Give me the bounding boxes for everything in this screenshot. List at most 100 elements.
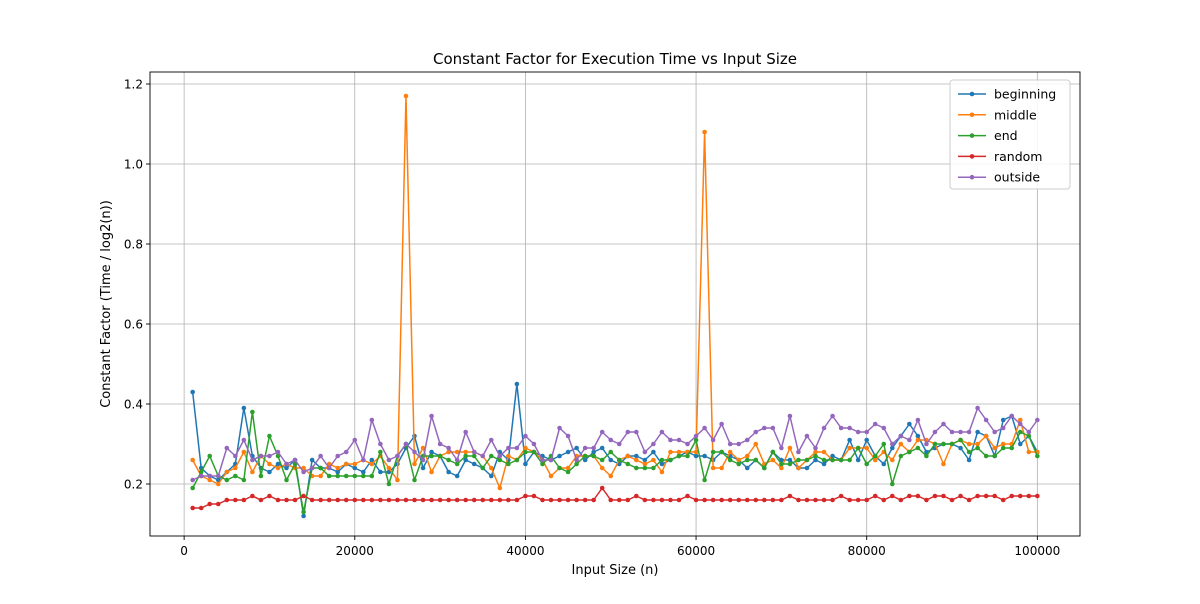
data-point-middle — [813, 449, 818, 455]
data-point-end — [898, 453, 904, 459]
data-point-end — [1017, 429, 1023, 435]
data-point-end — [497, 457, 503, 463]
data-point-middle — [463, 449, 468, 455]
data-point-beginning — [651, 449, 656, 455]
x-tick-label: 100000 — [1014, 544, 1060, 558]
data-point-end — [830, 457, 835, 463]
data-point-outside — [651, 441, 656, 447]
data-point-end — [838, 457, 844, 463]
data-point-random — [437, 497, 443, 503]
legend-label: middle — [994, 107, 1037, 122]
data-point-outside — [949, 429, 955, 435]
data-point-outside — [514, 445, 520, 451]
data-point-random — [369, 497, 375, 503]
data-point-outside — [548, 457, 554, 463]
data-point-outside — [727, 441, 733, 447]
data-point-outside — [378, 441, 383, 447]
data-point-end — [727, 457, 733, 463]
data-point-middle — [634, 457, 639, 463]
data-point-middle — [608, 473, 614, 479]
data-point-beginning — [915, 433, 921, 439]
data-point-outside — [855, 429, 861, 435]
data-point-middle — [369, 461, 375, 467]
data-point-middle — [872, 457, 878, 463]
data-point-random — [872, 493, 878, 499]
data-point-random — [915, 493, 921, 499]
data-point-outside — [352, 437, 358, 443]
data-point-beginning — [634, 453, 639, 459]
data-point-middle — [736, 457, 742, 463]
data-point-end — [659, 457, 665, 463]
x-tick-label: 0 — [180, 544, 188, 558]
legend-swatch-marker — [969, 133, 975, 138]
data-point-end — [983, 453, 989, 459]
data-point-outside — [309, 465, 315, 471]
legend-item-outside: outside — [958, 170, 1040, 185]
data-point-random — [821, 497, 827, 503]
data-point-end — [651, 465, 656, 471]
data-point-outside — [702, 425, 707, 431]
data-point-outside — [992, 429, 997, 435]
data-point-random — [830, 497, 835, 503]
data-point-end — [779, 461, 784, 467]
data-point-beginning — [855, 457, 861, 463]
data-point-outside — [224, 445, 230, 451]
data-point-random — [233, 497, 238, 503]
data-point-random — [335, 497, 341, 503]
data-point-end — [454, 461, 460, 467]
data-point-end — [565, 469, 571, 475]
data-point-random — [463, 497, 468, 503]
data-point-random — [753, 497, 759, 503]
data-point-end — [267, 433, 272, 439]
data-point-beginning — [907, 421, 912, 427]
data-point-outside — [506, 445, 511, 451]
data-point-random — [924, 497, 929, 503]
data-point-outside — [446, 445, 451, 451]
data-point-random — [787, 493, 793, 499]
data-point-random — [557, 497, 562, 503]
data-point-end — [506, 461, 511, 467]
data-point-random — [744, 497, 750, 503]
data-point-end — [616, 457, 622, 463]
data-point-beginning — [352, 465, 358, 471]
data-point-end — [813, 453, 818, 459]
data-point-random — [190, 505, 195, 511]
data-point-end — [343, 473, 349, 479]
data-point-middle — [335, 465, 341, 471]
data-point-middle — [599, 465, 605, 471]
data-point-end — [736, 461, 742, 467]
data-point-end — [284, 477, 289, 483]
y-axis-label: Constant Factor (Time / log2(n)) — [99, 200, 114, 408]
data-point-end — [889, 481, 895, 487]
data-point-end — [599, 457, 605, 463]
series-line-random — [192, 487, 1038, 509]
data-point-middle — [796, 465, 801, 471]
data-point-beginning — [599, 445, 605, 451]
series-outside — [190, 405, 1040, 483]
data-point-random — [685, 493, 690, 499]
data-point-random — [898, 497, 904, 503]
data-point-outside — [889, 441, 895, 447]
data-point-outside — [881, 425, 887, 431]
data-point-random — [412, 497, 417, 503]
series-line-beginning — [191, 383, 1039, 517]
data-point-random — [736, 497, 742, 503]
data-point-beginning — [975, 429, 980, 435]
data-point-random — [975, 493, 980, 499]
data-point-middle — [651, 457, 656, 463]
data-point-random — [591, 497, 596, 503]
data-point-beginning — [574, 445, 579, 451]
y-tick-label: 0.4 — [124, 398, 143, 412]
data-point-random — [523, 493, 528, 499]
data-point-random — [941, 493, 946, 499]
data-point-outside — [557, 425, 562, 431]
data-point-middle — [1017, 417, 1023, 423]
data-point-end — [787, 461, 793, 467]
axes: 0 20000 40000 60000 80000 100000 0.2 0.4 0.6 0.8 1… — [124, 71, 1081, 558]
data-point-outside — [625, 429, 631, 435]
data-point-beginning — [190, 389, 195, 395]
data-point-beginning — [429, 449, 434, 455]
data-point-middle — [915, 437, 921, 443]
data-point-random — [889, 493, 895, 499]
